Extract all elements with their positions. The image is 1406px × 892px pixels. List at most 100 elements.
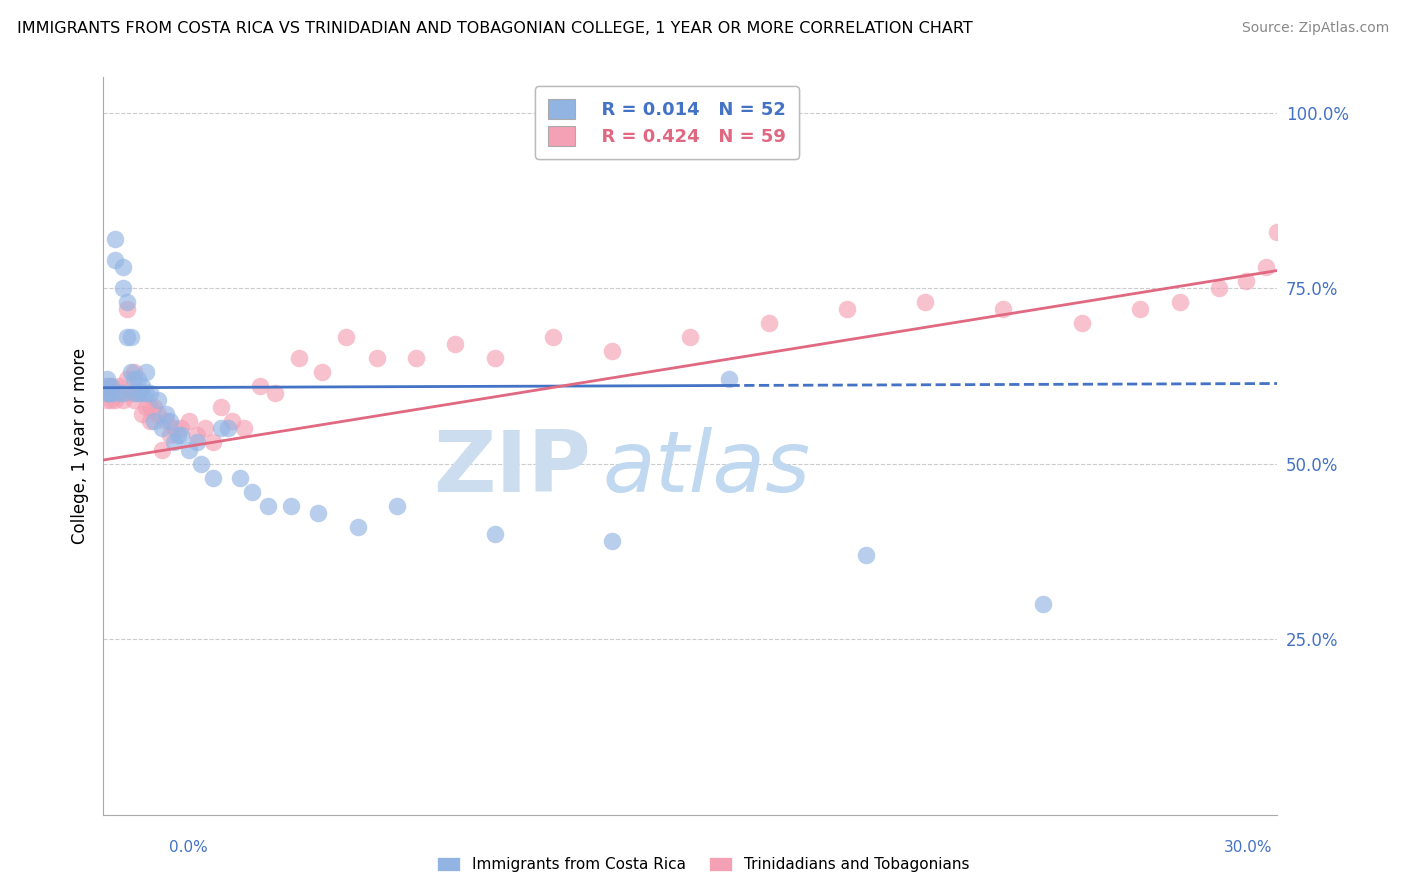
Point [405,351,427,366]
Point [104,232,127,246]
Point [229,470,252,484]
Point [1070,316,1092,330]
Point [100,379,122,393]
Text: 30.0%: 30.0% [1225,840,1272,855]
Point [444,337,467,351]
Point [179,414,201,428]
Point [1234,274,1257,288]
Point [146,408,169,422]
Point [111,260,134,274]
Point [124,393,146,408]
Point [288,351,311,366]
Point [1254,260,1277,274]
Point [96,372,118,386]
Point [679,330,702,344]
Point [104,393,127,408]
Point [264,386,287,401]
Legend: Immigrants from Costa Rica, Trinidadians and Tobagonians: Immigrants from Costa Rica, Trinidadians… [429,849,977,880]
Y-axis label: College, 1 year or more: College, 1 year or more [72,348,89,544]
Point [190,457,212,471]
Text: ZIP: ZIP [433,426,591,509]
Point [139,386,162,401]
Point [155,408,177,422]
Point [120,386,142,401]
Point [718,372,741,386]
Point [1168,295,1191,310]
Text: 0.0%: 0.0% [169,840,208,855]
Point [835,302,858,317]
Point [233,421,256,435]
Point [280,499,302,513]
Point [127,372,149,386]
Point [120,330,142,344]
Point [186,428,208,442]
Legend:   R = 0.014   N = 52,   R = 0.424   N = 59: R = 0.014 N = 52, R = 0.424 N = 59 [534,87,799,159]
Point [170,421,193,435]
Point [170,428,193,442]
Text: Source: ZipAtlas.com: Source: ZipAtlas.com [1241,21,1389,36]
Point [600,533,623,548]
Point [96,386,118,401]
Point [366,351,388,366]
Point [159,428,181,442]
Point [124,386,146,401]
Point [209,401,232,415]
Point [100,393,122,408]
Point [96,393,118,408]
Point [855,548,877,562]
Point [100,386,122,401]
Point [162,435,184,450]
Point [256,499,278,513]
Point [249,379,271,393]
Point [100,379,122,393]
Point [307,506,329,520]
Point [150,442,173,457]
Point [194,421,217,435]
Point [127,386,149,401]
Point [111,386,134,401]
Point [124,372,146,386]
Point [201,470,224,484]
Point [107,379,129,393]
Point [1208,281,1230,295]
Point [96,386,118,401]
Point [127,386,149,401]
Text: atlas: atlas [602,426,810,509]
Point [111,393,134,408]
Point [543,330,565,344]
Point [993,302,1015,317]
Point [155,414,177,428]
Point [385,499,408,513]
Point [135,365,157,379]
Point [107,386,129,401]
Point [150,421,173,435]
Point [1129,302,1152,317]
Point [159,414,181,428]
Point [166,428,188,442]
Point [143,414,166,428]
Point [162,421,184,435]
Point [115,295,138,310]
Point [217,421,239,435]
Point [131,379,153,393]
Point [758,316,780,330]
Point [96,379,118,393]
Point [240,484,263,499]
Point [221,414,243,428]
Point [124,365,146,379]
Point [100,386,122,401]
Point [115,330,138,344]
Point [96,386,118,401]
Point [104,386,127,401]
Point [484,526,506,541]
Point [1267,225,1289,239]
Point [100,386,122,401]
Point [115,372,138,386]
Point [311,365,333,379]
Point [115,302,138,317]
Point [139,401,162,415]
Point [1032,597,1054,611]
Point [96,379,118,393]
Point [107,386,129,401]
Point [143,401,166,415]
